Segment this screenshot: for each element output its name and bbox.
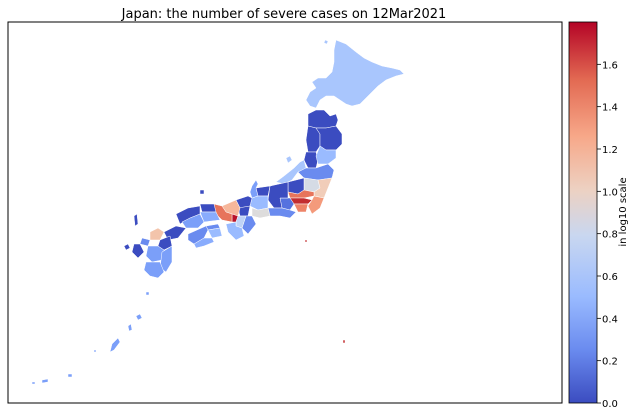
izu-islet: [304, 239, 308, 243]
prefecture-nagasaki[interactable]: [131, 243, 145, 259]
colorbar-tick-label: 1.0: [602, 187, 618, 198]
prefecture-fukuoka[interactable]: [149, 227, 165, 241]
colorbar-tick-label: 1.6: [602, 60, 618, 71]
nansei-islet-4: [93, 349, 97, 353]
prefecture-okayama[interactable]: [199, 211, 221, 223]
colorbar-tick-label: 0.8: [602, 230, 618, 241]
colorbar-ticks: 0.0 0.2 0.4 0.6 0.8 1.0 1.2 1.4 1.6: [597, 60, 618, 410]
colorbar-gradient: [568, 21, 598, 404]
prefecture-miyagi[interactable]: [315, 145, 337, 165]
prefecture-oita[interactable]: [157, 235, 173, 251]
colorbar-tick-label: 0.0: [602, 399, 618, 410]
prefecture-ishikawa[interactable]: [249, 179, 259, 199]
colorbar-tick-label: 1.4: [602, 103, 618, 114]
nansei-islet-2: [135, 313, 143, 321]
prefecture-tottori[interactable]: [199, 203, 217, 213]
prefecture-shizuoka[interactable]: [267, 207, 297, 219]
colorbar-tick-label: 1.2: [602, 145, 618, 156]
colorbar: 0.0 0.2 0.4 0.6 0.8 1.0 1.2 1.4 1.6 in log10 sca…: [568, 21, 629, 410]
ogasawara-islet: [342, 339, 346, 344]
prefecture-niigata[interactable]: [275, 159, 307, 185]
prefecture-kanagawa[interactable]: [293, 203, 309, 213]
colorbar-tick-label: 0.6: [602, 272, 618, 283]
sado-island: [285, 155, 293, 164]
prefecture-nagano[interactable]: [267, 181, 289, 209]
colorbar-label: in log10 scale: [618, 177, 629, 246]
oki-islands: [199, 189, 205, 195]
prefecture-layer: [31, 39, 405, 385]
nansei-islet-1: [145, 291, 150, 296]
prefecture-aichi[interactable]: [251, 207, 271, 219]
colorbar-tick-label: 0.2: [602, 357, 618, 368]
hokkaido-islet: [323, 39, 329, 45]
sakishima-islands-3: [31, 381, 36, 385]
goto-islands: [123, 243, 131, 251]
prefecture-kochi[interactable]: [193, 237, 215, 249]
colorbar-tick-label: 0.4: [602, 314, 618, 325]
nansei-islet-3: [127, 323, 133, 332]
prefecture-wakayama[interactable]: [225, 221, 245, 241]
sakishima-islands-2: [41, 378, 49, 384]
tsushima-island: [133, 213, 139, 227]
prefecture-chiba[interactable]: [307, 195, 325, 215]
prefecture-iwate[interactable]: [315, 125, 343, 151]
okinawa-island: [109, 337, 121, 353]
prefecture-toyama[interactable]: [255, 185, 271, 197]
prefecture-kagoshima[interactable]: [143, 261, 165, 279]
sakishima-islands-1: [67, 373, 73, 378]
prefecture-tokushima[interactable]: [207, 227, 223, 239]
map-title: Japan: the number of severe cases on 12M…: [121, 7, 447, 22]
prefecture-hokkaido[interactable]: [305, 39, 405, 109]
